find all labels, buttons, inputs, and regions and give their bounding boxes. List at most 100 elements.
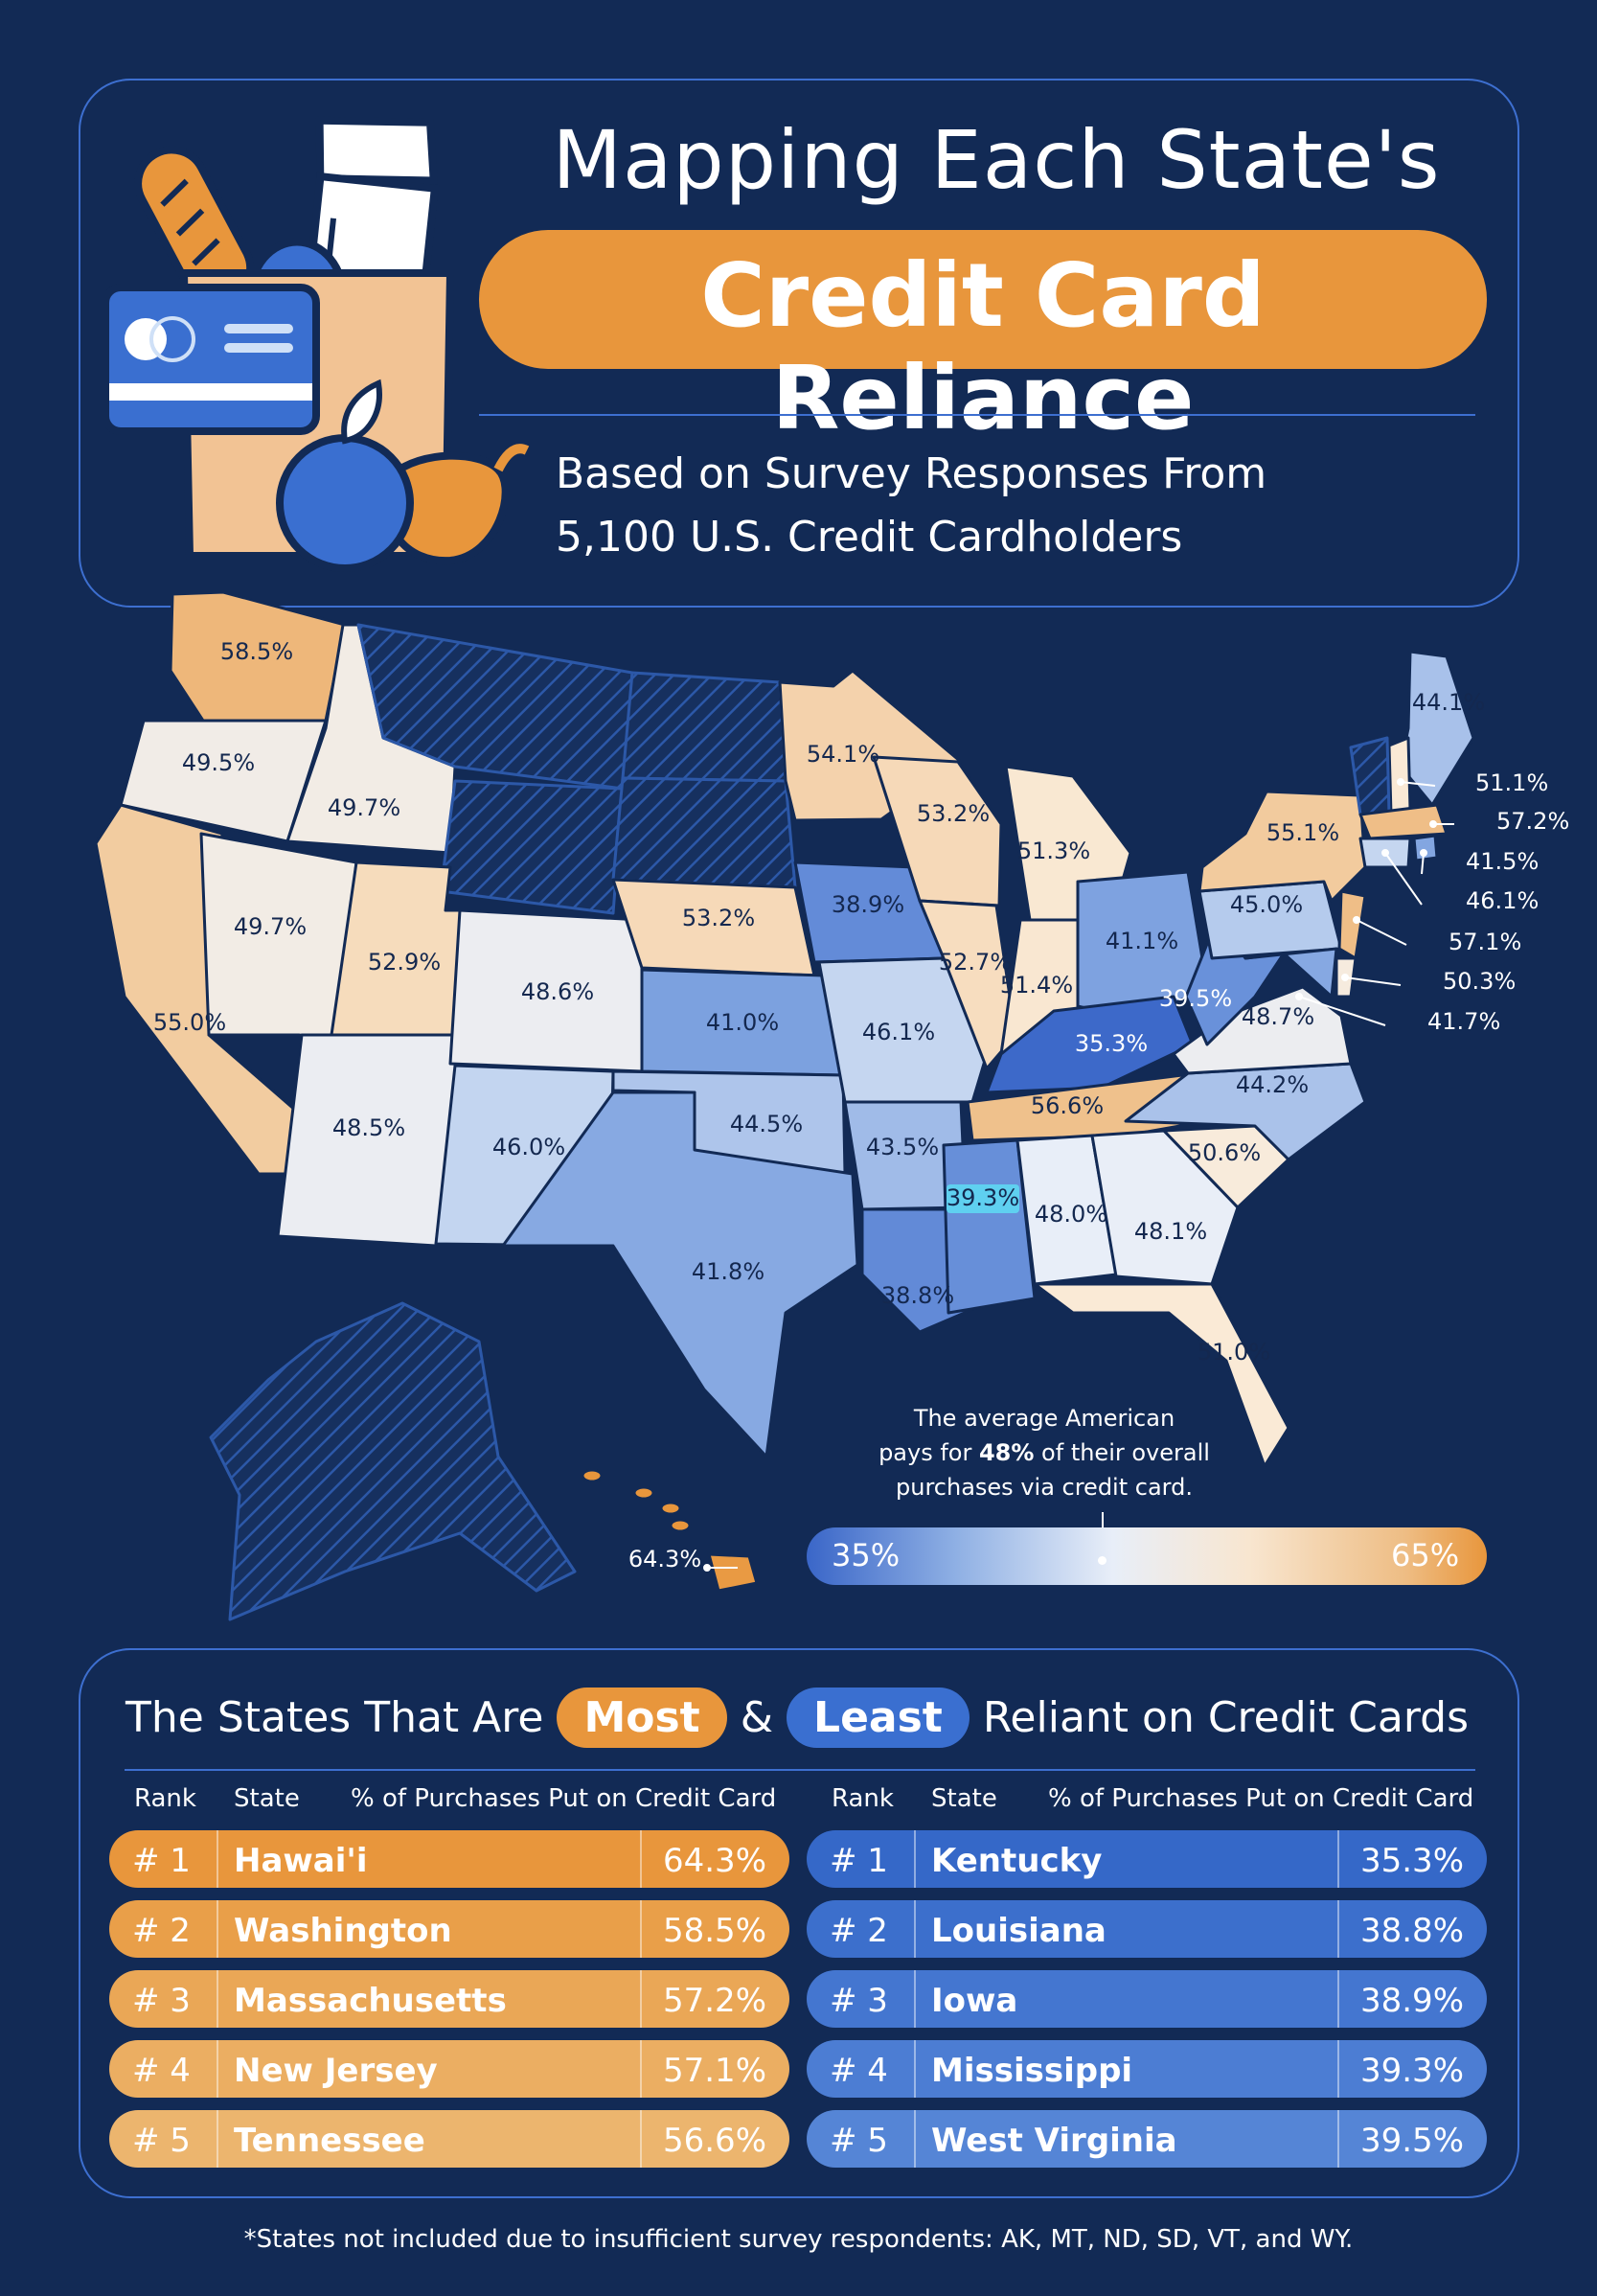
row-separator [640, 2110, 642, 2168]
state-value-sc: 50.6% [1188, 1139, 1261, 1166]
col-rank: Rank [832, 1784, 894, 1813]
leader-line-ct [1384, 852, 1423, 906]
state-value-co: 48.6% [521, 978, 594, 1005]
hawaii-island [659, 1501, 682, 1516]
row-separator [914, 1970, 916, 2028]
row-separator [640, 1970, 642, 2028]
state-value-wv: 39.5% [1159, 985, 1232, 1012]
header-divider [479, 414, 1475, 416]
state-shape-md [1243, 947, 1338, 999]
state-value-ok: 44.5% [730, 1111, 803, 1137]
state-shape-tn [966, 1071, 1209, 1142]
state-shape-ms [942, 1138, 1037, 1315]
state-value-me: 44.1% [1412, 689, 1485, 716]
ranking-rank: # 3 [830, 1982, 888, 2020]
state-value-tx: 41.8% [692, 1258, 764, 1285]
state-value-nj: 57.1% [1449, 929, 1521, 955]
state-value-ky: 35.3% [1075, 1030, 1148, 1057]
average-note-line-2: pays for 48% of their overall [843, 1435, 1245, 1470]
row-separator [217, 1830, 218, 1888]
state-shape-ri [1412, 834, 1439, 862]
ranking-value: 38.9% [1359, 1982, 1464, 2020]
state-label-bg-ms [947, 1184, 1019, 1213]
state-shape-az [276, 1033, 462, 1248]
average-note-post: of their overall [1034, 1439, 1210, 1466]
ranking-state: West Virginia [931, 2122, 1177, 2160]
ranking-rank: # 2 [132, 1912, 191, 1950]
col-state: State [931, 1784, 997, 1813]
leader-dot-ct [1381, 849, 1389, 857]
row-separator [640, 1830, 642, 1888]
state-value-nc: 44.2% [1236, 1071, 1309, 1098]
rankings-heading: The States That Are Most & Least Reliant… [79, 1679, 1516, 1756]
ranking-state: New Jersey [234, 2052, 438, 2090]
state-value-la: 38.8% [881, 1282, 954, 1309]
ranking-row: # 4 Mississippi 39.3% [807, 2040, 1487, 2098]
ranking-state: Massachusetts [234, 1982, 507, 2020]
ranking-value: 39.3% [1359, 2052, 1464, 2090]
heading-amp: & [740, 1692, 774, 1742]
ranking-rank: # 2 [830, 1912, 888, 1950]
state-shape-mo [817, 956, 989, 1104]
ranking-value: 56.6% [662, 2122, 766, 2160]
average-marker-dot [1098, 1556, 1106, 1565]
average-value: 48% [978, 1439, 1035, 1466]
ranking-rank: # 1 [830, 1842, 888, 1880]
leader-dot-nh [1397, 778, 1404, 786]
state-value-ar: 43.5% [866, 1134, 939, 1160]
state-value-wi: 53.2% [917, 800, 990, 827]
us-choropleth-map: 58.5% 49.5% 49.7% 55.0% 49.7% 52.9% 48.5% 48.6%… [94, 590, 1569, 1621]
title-line-1: Mapping Each State's [552, 113, 1441, 207]
hawaii-island [669, 1518, 692, 1533]
leader-line-nh [1400, 781, 1436, 787]
ranking-value: 39.5% [1359, 2122, 1464, 2160]
state-value-ne: 53.2% [682, 905, 755, 931]
state-value-nm: 46.0% [492, 1134, 565, 1160]
state-value-nv: 49.7% [234, 913, 307, 940]
ranking-value: 57.2% [662, 1982, 766, 2020]
rankings-divider [125, 1769, 1475, 1771]
ranking-state: Mississippi [931, 2052, 1133, 2090]
ranking-value: 57.1% [662, 2052, 766, 2090]
row-separator [640, 2040, 642, 2098]
ranking-rank: # 1 [132, 1842, 191, 1880]
leader-line-md [1298, 996, 1386, 1026]
state-value-al: 48.0% [1035, 1201, 1107, 1228]
leader-dot-hi [703, 1564, 711, 1572]
state-shape-sd [611, 776, 797, 889]
least-column-headers: Rank State % of Purchases Put on Credit … [807, 1784, 1496, 1815]
state-value-nh: 51.1% [1475, 769, 1548, 796]
state-shape-wy [439, 779, 625, 915]
ranking-state: Kentucky [931, 1842, 1103, 1880]
least-pill: Least [787, 1687, 970, 1748]
state-value-hi: 64.3% [628, 1546, 701, 1573]
state-value-wa: 58.5% [220, 638, 293, 665]
ranking-rank: # 4 [132, 2052, 191, 2090]
ranking-row: # 5 West Virginia 39.5% [807, 2110, 1487, 2168]
header-card [79, 79, 1519, 608]
ranking-row: # 2 Washington 58.5% [109, 1900, 789, 1958]
ranking-row: # 5 Tennessee 56.6% [109, 2110, 789, 2168]
row-separator [1337, 1970, 1339, 2028]
state-value-in: 51.4% [1000, 972, 1073, 999]
row-separator [217, 2110, 218, 2168]
leader-dot-nj [1353, 916, 1360, 924]
state-shape-mt [356, 623, 634, 791]
title-line-2: Credit Card Reliance [700, 244, 1266, 449]
state-value-az: 48.5% [332, 1114, 405, 1141]
state-value-il: 52.7% [939, 949, 1012, 976]
average-note-line-3: purchases via credit card. [896, 1474, 1193, 1501]
state-value-mn: 54.1% [807, 741, 879, 768]
state-shape-ma [1358, 803, 1449, 840]
state-value-mo: 46.1% [862, 1019, 935, 1045]
state-value-id: 49.7% [328, 794, 400, 821]
state-value-ga: 48.1% [1134, 1218, 1207, 1245]
most-pill: Most [557, 1687, 727, 1748]
ranking-state: Louisiana [931, 1912, 1106, 1950]
hawaii-island [632, 1485, 655, 1501]
state-value-ma: 57.2% [1496, 808, 1569, 835]
row-separator [1337, 1830, 1339, 1888]
grocery-bag-credit-card-icon [105, 116, 530, 572]
ranking-rank: # 3 [132, 1982, 191, 2020]
state-value-pa: 45.0% [1230, 891, 1303, 918]
